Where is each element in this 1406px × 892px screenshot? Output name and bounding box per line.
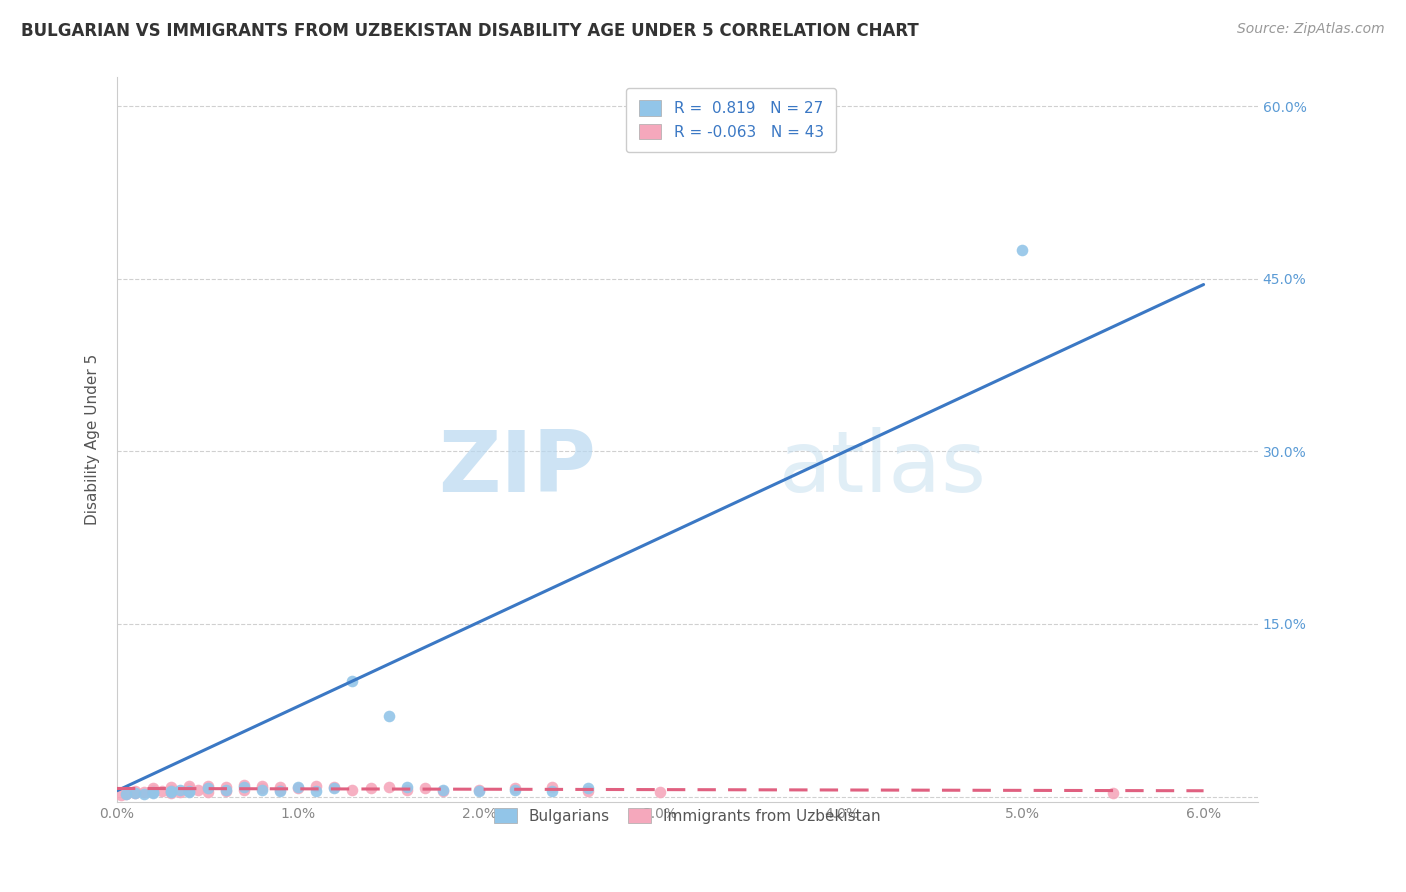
Point xyxy=(214,783,236,797)
Point xyxy=(323,781,346,796)
Point xyxy=(395,782,418,797)
Point xyxy=(160,786,183,800)
Point xyxy=(160,783,183,797)
Point xyxy=(179,783,201,797)
Point xyxy=(377,780,399,795)
Point xyxy=(197,781,219,796)
Point xyxy=(169,782,191,797)
Point xyxy=(413,781,436,796)
Point xyxy=(134,785,156,799)
Point xyxy=(540,783,562,797)
Point xyxy=(342,782,364,797)
Point xyxy=(169,785,191,799)
Point xyxy=(150,783,173,797)
Legend: Bulgarians, Immigrants from Uzbekistan: Bulgarians, Immigrants from Uzbekistan xyxy=(484,797,891,835)
Point xyxy=(576,783,599,797)
Point xyxy=(250,779,273,793)
Point xyxy=(187,782,209,797)
Point xyxy=(395,780,418,795)
Point xyxy=(179,781,201,796)
Point xyxy=(160,780,183,795)
Point xyxy=(250,782,273,797)
Point xyxy=(505,782,527,797)
Point xyxy=(1102,786,1125,800)
Point xyxy=(179,779,201,793)
Point xyxy=(197,785,219,799)
Point xyxy=(305,783,328,797)
Point xyxy=(232,782,254,797)
Point xyxy=(377,709,399,723)
Point xyxy=(115,787,138,801)
Point xyxy=(250,781,273,796)
Point xyxy=(134,787,156,801)
Point xyxy=(287,780,309,795)
Point xyxy=(269,780,291,795)
Point xyxy=(214,782,236,797)
Point xyxy=(142,786,165,800)
Text: Source: ZipAtlas.com: Source: ZipAtlas.com xyxy=(1237,22,1385,37)
Point xyxy=(232,780,254,795)
Point xyxy=(342,674,364,689)
Point xyxy=(142,785,165,799)
Point xyxy=(269,782,291,797)
Point xyxy=(124,786,146,800)
Point xyxy=(115,787,138,801)
Point xyxy=(287,781,309,796)
Point xyxy=(142,782,165,797)
Point xyxy=(468,783,491,797)
Y-axis label: Disability Age Under 5: Disability Age Under 5 xyxy=(86,354,100,525)
Point xyxy=(432,782,454,797)
Text: ZIP: ZIP xyxy=(439,427,596,510)
Text: atlas: atlas xyxy=(779,427,987,510)
Point xyxy=(142,781,165,796)
Point xyxy=(360,781,382,796)
Point xyxy=(505,781,527,796)
Point xyxy=(468,782,491,797)
Point xyxy=(323,780,346,795)
Point xyxy=(232,778,254,792)
Point xyxy=(432,783,454,797)
Point xyxy=(197,781,219,796)
Point xyxy=(142,785,165,799)
Point xyxy=(110,789,132,803)
Point xyxy=(214,780,236,795)
Point xyxy=(197,779,219,793)
Point xyxy=(650,785,672,799)
Point xyxy=(179,785,201,799)
Point xyxy=(540,780,562,795)
Point xyxy=(576,781,599,796)
Point xyxy=(160,782,183,797)
Point xyxy=(269,783,291,797)
Point xyxy=(160,785,183,799)
Point xyxy=(124,786,146,800)
Point xyxy=(124,783,146,797)
Text: BULGARIAN VS IMMIGRANTS FROM UZBEKISTAN DISABILITY AGE UNDER 5 CORRELATION CHART: BULGARIAN VS IMMIGRANTS FROM UZBEKISTAN … xyxy=(21,22,920,40)
Point xyxy=(305,779,328,793)
Point xyxy=(179,783,201,797)
Point xyxy=(1011,243,1033,257)
